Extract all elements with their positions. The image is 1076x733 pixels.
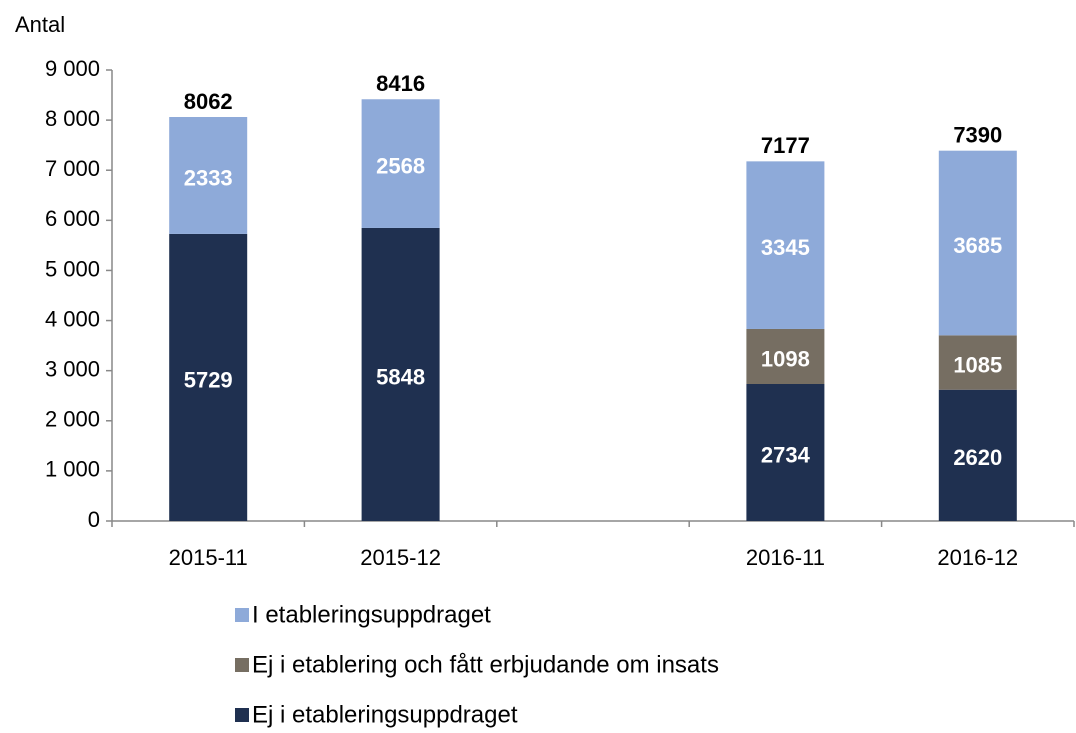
value-label: 2333 bbox=[184, 165, 233, 190]
bar-segment bbox=[746, 328, 825, 384]
value-label: 5848 bbox=[376, 364, 425, 389]
bar-segment bbox=[746, 161, 825, 329]
x-tick-label: 2016-12 bbox=[937, 545, 1018, 570]
bar-segment bbox=[938, 335, 1017, 390]
x-tick-label: 2016-11 bbox=[746, 545, 825, 570]
legend-swatch bbox=[235, 658, 249, 672]
bar-segment bbox=[938, 389, 1017, 521]
value-label: 3345 bbox=[761, 235, 810, 260]
value-label: 2620 bbox=[953, 445, 1002, 470]
legend-label: Ej i etableringsuppdraget bbox=[252, 701, 518, 728]
value-label: 1085 bbox=[953, 352, 1002, 377]
legend-swatch bbox=[235, 708, 249, 722]
y-tick-label: 0 bbox=[88, 507, 100, 532]
total-label: 7390 bbox=[953, 122, 1002, 147]
bar-segment bbox=[361, 99, 440, 228]
total-label: 7177 bbox=[761, 133, 810, 158]
y-tick-label: 2 000 bbox=[45, 407, 100, 432]
total-label: 8416 bbox=[376, 71, 425, 96]
legend-label: Ej i etablering och fått erbjudande om i… bbox=[252, 651, 719, 678]
bar-segment bbox=[746, 383, 825, 521]
y-tick-label: 5 000 bbox=[45, 256, 100, 281]
y-tick-label: 3 000 bbox=[45, 356, 100, 381]
value-label: 5729 bbox=[184, 367, 233, 392]
total-label: 8062 bbox=[184, 89, 233, 114]
legend-swatch bbox=[235, 608, 249, 622]
bar-segment bbox=[169, 233, 248, 521]
value-label: 2568 bbox=[376, 153, 425, 178]
value-label: 2734 bbox=[761, 442, 811, 467]
y-tick-label: 8 000 bbox=[45, 106, 100, 131]
x-tick-label: 2015-12 bbox=[360, 545, 441, 570]
legend-label: I etableringsuppdraget bbox=[252, 601, 491, 628]
y-tick-label: 9 000 bbox=[45, 56, 100, 81]
y-tick-label: 1 000 bbox=[45, 457, 100, 482]
y-tick-label: 6 000 bbox=[45, 206, 100, 231]
y-tick-label: 7 000 bbox=[45, 156, 100, 181]
value-label: 3685 bbox=[953, 233, 1002, 258]
bar-segment bbox=[361, 227, 440, 521]
bar-segment bbox=[169, 117, 248, 234]
y-tick-label: 4 000 bbox=[45, 306, 100, 331]
value-label: 1098 bbox=[761, 346, 810, 371]
bar-segment bbox=[938, 150, 1017, 336]
y-axis-label: Antal bbox=[15, 12, 65, 37]
x-tick-label: 2015-11 bbox=[169, 545, 248, 570]
